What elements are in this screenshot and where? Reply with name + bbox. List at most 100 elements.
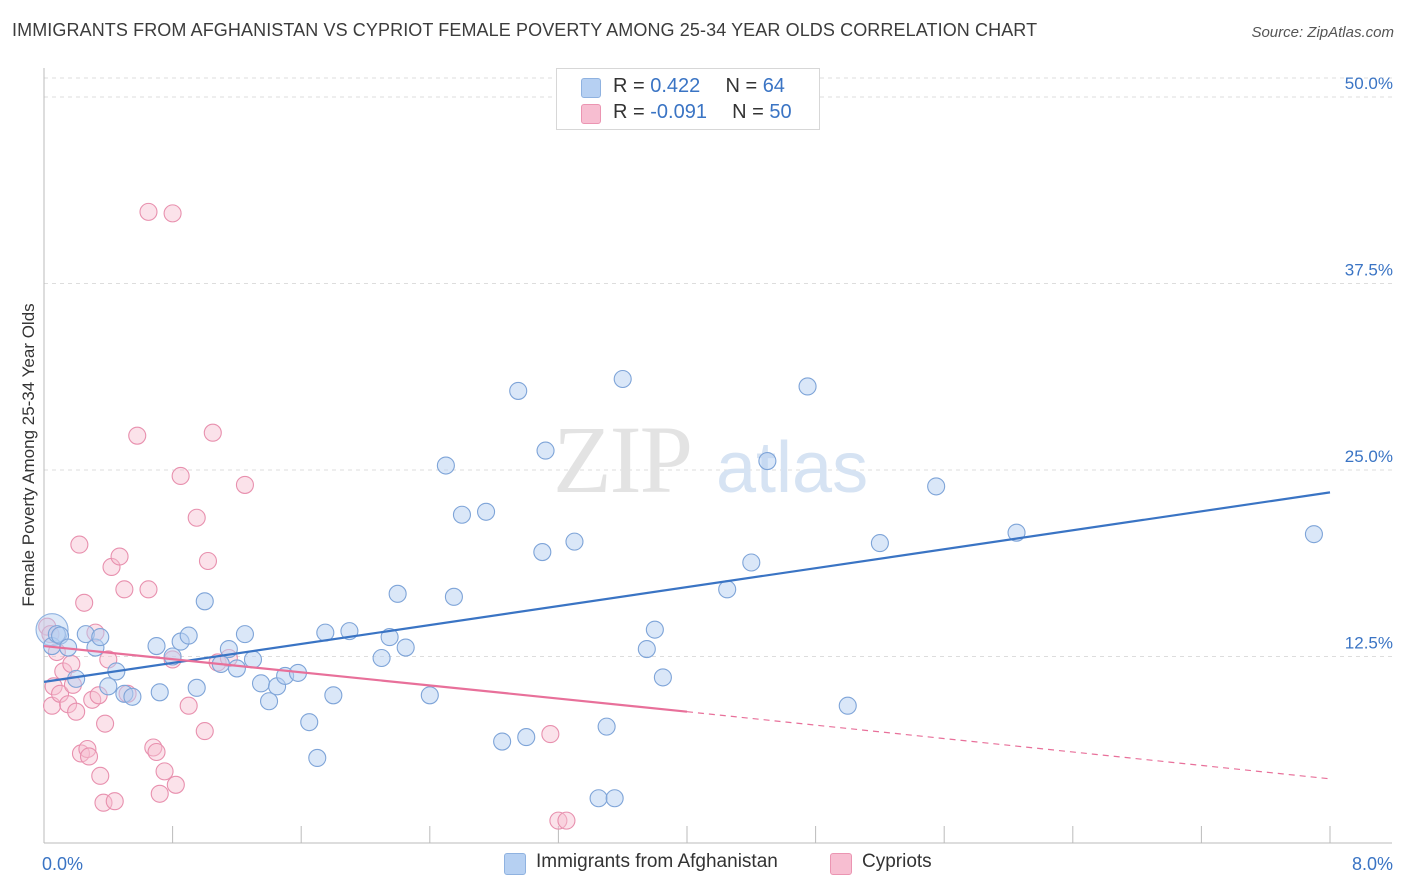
cypriots-point — [166, 775, 185, 794]
cypriots-point — [147, 742, 166, 762]
r-label: R = — [613, 75, 651, 97]
afghanistan-points — [35, 369, 1323, 808]
afghanistan-point — [758, 451, 777, 471]
x-tick-labels: 0.0% 8.0% — [42, 854, 1393, 874]
r-value: -0.091 — [650, 101, 707, 123]
afghanistan-swatch — [581, 78, 601, 98]
afghanistan-point — [300, 713, 319, 732]
afghanistan-point — [477, 502, 496, 521]
y-axis-title: Female Poverty Among 25-34 Year Olds — [19, 303, 38, 606]
afghanistan-point — [123, 687, 142, 706]
cypriots-point — [187, 508, 206, 527]
watermark-zip: ZIP — [553, 406, 691, 513]
cypriots-point — [195, 722, 214, 741]
afghanistan-point — [927, 477, 946, 496]
afghanistan-point — [308, 748, 327, 768]
cypriots-trend-extension — [686, 711, 1331, 780]
cypriots-point — [179, 696, 198, 715]
cypriots-point — [115, 580, 134, 599]
afghanistan-point — [452, 505, 472, 524]
r-value: 0.422 — [650, 75, 701, 97]
cypriots-point — [150, 784, 169, 803]
cypriots-point — [541, 725, 560, 744]
gridlines — [44, 77, 1392, 657]
afghanistan-point — [187, 678, 206, 697]
afghanistan-point — [420, 686, 439, 705]
cypriots-point — [139, 580, 158, 599]
afghanistan-point — [533, 543, 552, 562]
cypriots-point — [94, 793, 113, 812]
cypriots-point — [78, 739, 97, 759]
afghanistan-point — [565, 532, 584, 551]
cypriots-point — [163, 204, 182, 223]
afghanistan-point — [372, 648, 391, 668]
afghanistan-point — [91, 628, 110, 647]
legend-label-cypriots: Cypriots — [862, 851, 932, 872]
afghanistan-point — [605, 789, 624, 808]
trend-lines — [43, 491, 1331, 780]
cypriots-point — [128, 426, 147, 445]
afghanistan-point — [597, 717, 616, 736]
y-tick-label: 37.5% — [1345, 261, 1393, 280]
cypriots-points — [38, 202, 576, 830]
cypriots-swatch — [581, 104, 601, 124]
afghanistan-point — [396, 638, 415, 657]
stats-legend: R = 0.422 N = 64 R = -0.091 N = 50 — [556, 68, 820, 130]
cypriots-point — [198, 551, 218, 571]
y-tick-label: 50.0% — [1345, 74, 1393, 93]
y-tick-label: 12.5% — [1345, 634, 1393, 653]
cypriots-point — [171, 466, 190, 486]
afghanistan-point — [742, 553, 761, 572]
afghanistan-point — [259, 692, 279, 711]
afghanistan-point — [251, 674, 271, 693]
watermark-atlas: atlas — [716, 428, 868, 508]
afghanistan-point — [147, 637, 166, 656]
watermark: ZIP atlas — [553, 406, 868, 513]
afghanistan-legend-swatch — [504, 853, 526, 875]
afghanistan-point — [243, 650, 263, 669]
cypriots-point — [235, 475, 254, 494]
afghanistan-point — [517, 728, 536, 747]
afghanistan-point — [637, 639, 656, 659]
cypriots-trend-line — [43, 644, 688, 713]
afghanistan-point — [380, 628, 399, 647]
cypriots-point — [105, 792, 124, 811]
n-value: 50 — [769, 101, 792, 123]
cypriots-point — [557, 811, 576, 830]
y-tick-label: 25.0% — [1345, 447, 1393, 466]
afghanistan-trend-line — [43, 491, 1331, 683]
afghanistan-point — [653, 668, 672, 687]
afghanistan-point — [645, 620, 664, 639]
afghanistan-point — [150, 683, 169, 702]
axis-ticks — [43, 826, 1331, 843]
cypriots-point — [67, 702, 86, 721]
afghanistan-point — [324, 686, 343, 705]
afghanistan-point — [613, 369, 632, 389]
afghanistan-point — [235, 625, 254, 644]
afghanistan-point — [718, 580, 737, 599]
n-label: N = — [725, 75, 763, 97]
chart-title: IMMIGRANTS FROM AFGHANISTAN VS CYPRIOT F… — [12, 20, 1038, 40]
cypriots-point — [96, 714, 115, 733]
cypriots-point — [155, 762, 174, 781]
afghanistan-point — [838, 696, 857, 715]
afghanistan-point — [509, 381, 528, 400]
cypriots-point — [79, 747, 99, 766]
afghanistan-point — [388, 584, 407, 603]
afghanistan-point — [163, 647, 182, 666]
afghanistan-point — [195, 592, 214, 611]
cypriots-point — [70, 535, 89, 554]
cypriots-point — [139, 202, 158, 221]
afghanistan-point — [870, 534, 889, 553]
n-value: 64 — [762, 75, 785, 97]
afghanistan-point — [1304, 525, 1323, 544]
afghanistan-point — [227, 659, 246, 678]
source-label: Source: ZipAtlas.com — [1251, 24, 1394, 41]
afghanistan-point — [436, 456, 455, 475]
afghanistan-point — [536, 441, 555, 460]
x-tick-label-left: 0.0% — [42, 854, 83, 874]
cypriots-point — [91, 766, 110, 785]
legend-label-afghanistan: Immigrants from Afghanistan — [536, 851, 778, 872]
afghanistan-point — [99, 677, 118, 696]
